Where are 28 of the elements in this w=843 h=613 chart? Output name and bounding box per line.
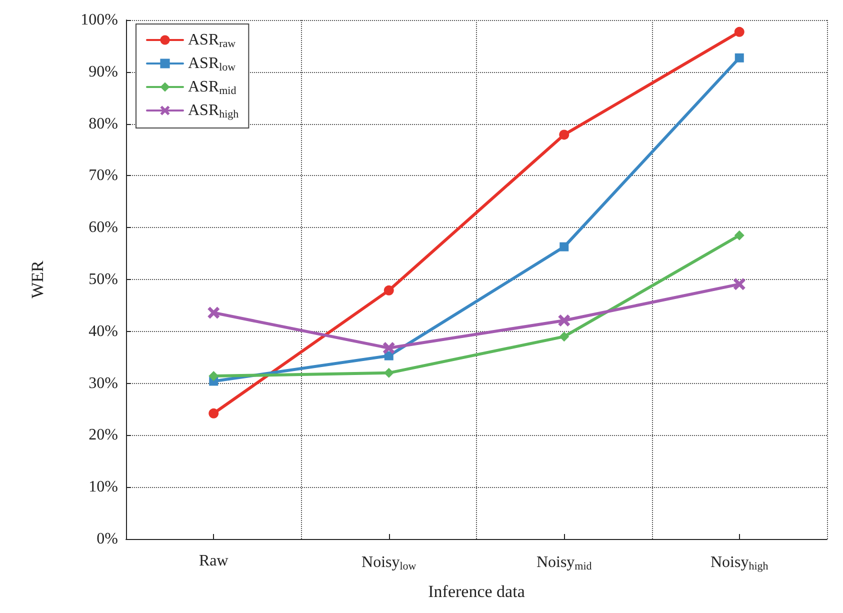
point (208, 408, 219, 418)
point (558, 314, 570, 326)
y-tick-label: 30% (88, 374, 118, 392)
y-tick-label: 80% (88, 115, 118, 132)
y-tick-label: 90% (88, 63, 118, 80)
y-tick-label: 60% (88, 219, 118, 236)
y-tick-label: 100% (80, 12, 118, 28)
y-axis-title: WER (28, 260, 47, 298)
point (208, 371, 219, 382)
point (734, 230, 744, 240)
y-tick-label: 70% (88, 167, 118, 184)
point (560, 242, 569, 252)
point (384, 368, 394, 378)
point (734, 53, 744, 62)
y-tick-label: 20% (88, 426, 118, 444)
point (384, 285, 394, 296)
point (733, 278, 746, 290)
point (559, 130, 570, 140)
point (734, 26, 744, 37)
x-tick-label: Raw (198, 552, 229, 570)
point (559, 332, 570, 342)
y-tick-label: 0% (96, 530, 118, 548)
point (382, 342, 395, 354)
y-tick-label: 10% (88, 478, 118, 496)
point (208, 306, 220, 319)
x-axis-title: Inference data (428, 582, 526, 601)
y-tick-label: 40% (88, 322, 118, 340)
y-tick-label: 50% (88, 271, 118, 288)
